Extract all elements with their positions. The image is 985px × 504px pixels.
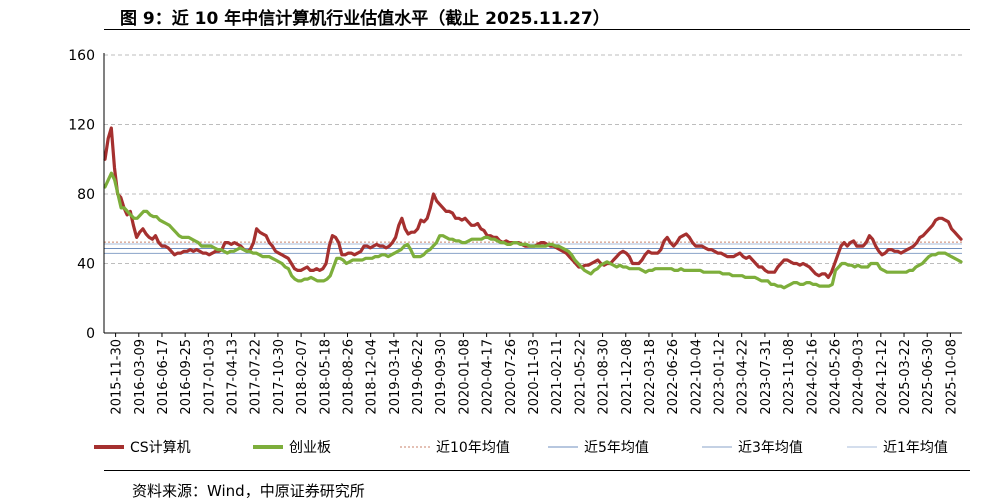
- page-title: 图 9：近 10 年中信计算机行业估值水平（截止 2025.11.27）: [120, 9, 610, 29]
- title-divider: [104, 29, 970, 30]
- y-tick-label: 40: [77, 257, 95, 273]
- y-axis-ticks: 0 40 80 120 160: [68, 48, 95, 342]
- x-tick-label: 2021-02-11: [550, 339, 565, 415]
- series-line: [103, 126, 963, 279]
- x-tick-label: 2021-08-30: [597, 339, 612, 415]
- x-tick-label: 2021-12-08: [620, 339, 635, 415]
- x-axis-ticks: 2015-11-30 2016-03-09 2016-06-17 2016-09-25…: [110, 333, 959, 415]
- series-line: [103, 171, 963, 290]
- x-tick-label: 2022-10-04: [689, 339, 704, 415]
- legend-label: CS计算机: [130, 440, 191, 456]
- x-tick-label: 2024-02-16: [805, 339, 820, 415]
- x-tick-label: 2016-09-25: [179, 339, 194, 415]
- x-tick-label: 2019-03-14: [388, 339, 403, 415]
- x-tick-label: 2020-11-03: [527, 339, 542, 415]
- legend-label: 近10年均值: [436, 440, 510, 456]
- x-tick-label: 2017-04-13: [226, 339, 241, 415]
- x-tick-label: 2017-10-30: [272, 339, 287, 415]
- x-tick-label: 2020-01-08: [457, 339, 472, 415]
- y-tick-label: 160: [68, 48, 95, 64]
- x-tick-label: 2017-01-03: [202, 339, 217, 415]
- x-tick-label: 2019-09-30: [434, 339, 449, 415]
- x-tick-label: 2018-12-04: [365, 339, 380, 415]
- y-tick-label: 120: [68, 118, 95, 134]
- x-tick-label: 2018-08-26: [341, 339, 356, 415]
- x-tick-label: 2025-03-22: [898, 339, 913, 415]
- y-tick-label: 80: [77, 187, 95, 203]
- x-tick-label: 2020-07-26: [504, 339, 519, 415]
- x-tick-label: 2023-01-12: [713, 339, 728, 415]
- reference-lines: [104, 241, 962, 254]
- x-tick-label: 2016-06-17: [156, 339, 171, 415]
- legend: CS计算机 创业板 近10年均值 近5年均值 近3年均值 近1年均值: [94, 440, 948, 456]
- title-bar: 图 9：近 10 年中信计算机行业估值水平（截止 2025.11.27）: [0, 0, 985, 30]
- x-tick-label: 2025-10-08: [944, 339, 959, 415]
- source-note: 资料来源：Wind，中原证券研究所: [132, 482, 365, 500]
- x-tick-label: 2024-12-12: [875, 339, 890, 415]
- x-tick-label: 2016-03-09: [133, 339, 148, 415]
- x-tick-label: 2023-04-22: [736, 339, 751, 415]
- x-tick-label: 2021-05-22: [573, 339, 588, 415]
- legend-label: 创业板: [289, 440, 331, 456]
- x-tick-label: 2024-05-26: [828, 339, 843, 415]
- series-lines: [103, 126, 963, 290]
- x-tick-label: 2018-02-07: [295, 339, 310, 415]
- x-tick-label: 2020-04-17: [481, 339, 496, 415]
- x-tick-label: 2024-09-03: [852, 339, 867, 415]
- x-tick-label: 2017-07-22: [249, 339, 264, 415]
- gridlines: [104, 54, 962, 264]
- axes: [103, 53, 962, 334]
- x-tick-label: 2022-06-26: [666, 339, 681, 415]
- x-tick-label: 2015-11-30: [110, 339, 125, 415]
- x-tick-label: 2025-06-30: [921, 339, 936, 415]
- x-tick-label: 2019-06-22: [411, 339, 426, 415]
- bottom-divider: [104, 470, 970, 471]
- legend-label: 近1年均值: [883, 440, 948, 456]
- x-tick-label: 2018-05-18: [318, 339, 333, 415]
- line-chart: 0 40 80 120 160 2015-11-30 2016-03-09 2016-06-…: [68, 48, 963, 456]
- x-tick-label: 2023-07-31: [759, 339, 774, 415]
- y-tick-label: 0: [86, 326, 95, 342]
- x-tick-label: 2023-11-08: [782, 339, 797, 415]
- legend-label: 近3年均值: [738, 440, 803, 456]
- x-tick-label: 2022-03-18: [643, 339, 658, 415]
- legend-label: 近5年均值: [584, 440, 649, 456]
